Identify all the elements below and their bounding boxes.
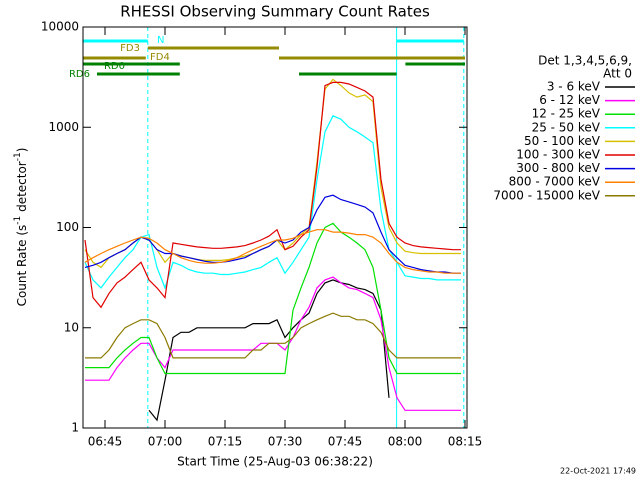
y-tick-label: 10000 xyxy=(41,20,79,34)
x-tick-label: 07:15 xyxy=(208,435,243,449)
y-label-part: ) xyxy=(15,148,29,153)
plot-frame xyxy=(82,26,468,429)
flag-label: RD0 xyxy=(104,61,125,72)
x-tick-label: 08:00 xyxy=(388,435,423,449)
flag-label: N xyxy=(157,35,164,46)
x-tick-label: 08:15 xyxy=(448,435,483,449)
chart-title: RHESSI Observing Summary Count Rates xyxy=(120,3,430,21)
y-tick-label: 10 xyxy=(64,320,79,334)
series-line xyxy=(84,229,461,274)
legend-label: 50 - 100 keV xyxy=(524,134,601,148)
legend-label: 300 - 800 keV xyxy=(516,161,600,175)
series-line xyxy=(85,312,461,359)
y-axis-label: Count Rate (s-1 detector-1) xyxy=(13,148,29,307)
legend-label: 6 - 12 keV xyxy=(539,93,601,107)
y-label-part: -1 xyxy=(13,152,23,161)
y-label-part: Count Rate (s xyxy=(15,225,29,307)
x-tick-label: 07:30 xyxy=(268,435,303,449)
legend-label: 100 - 300 keV xyxy=(516,148,600,162)
footer-date: 22-Oct-2021 17:49 xyxy=(560,467,636,476)
legend-label: 3 - 6 keV xyxy=(547,80,601,94)
legend-label: 800 - 7000 keV xyxy=(509,175,601,189)
legend-label: 12 - 25 keV xyxy=(532,107,601,121)
series-line xyxy=(84,194,461,274)
y-tick-label: 100 xyxy=(56,220,79,234)
y-label-part: -1 xyxy=(13,216,23,225)
y-tick-label: 1000 xyxy=(48,120,79,134)
legend-label: 7000 - 15000 keV xyxy=(493,188,600,202)
x-tick-label: 07:00 xyxy=(148,435,183,449)
legend-label: 25 - 50 keV xyxy=(532,120,601,134)
x-tick-label: 06:45 xyxy=(88,435,123,449)
legend-title: Att 0 xyxy=(603,67,632,81)
y-tick-label: 1 xyxy=(71,421,79,435)
series-line xyxy=(84,115,461,290)
x-tick-label: 07:45 xyxy=(328,435,363,449)
flag-label: RD6 xyxy=(69,69,90,80)
flag-label: FD4 xyxy=(150,52,170,63)
x-axis-label: Start Time (25-Aug-03 06:38:22) xyxy=(177,455,373,469)
y-label-part: detector xyxy=(15,161,29,216)
legend-title: Det 1,3,4,5,6,9, xyxy=(538,54,632,68)
flag-label: FD3 xyxy=(120,43,140,54)
series-line xyxy=(84,78,461,269)
series-line xyxy=(84,81,461,309)
series-line xyxy=(85,222,461,375)
series-line xyxy=(148,279,390,422)
